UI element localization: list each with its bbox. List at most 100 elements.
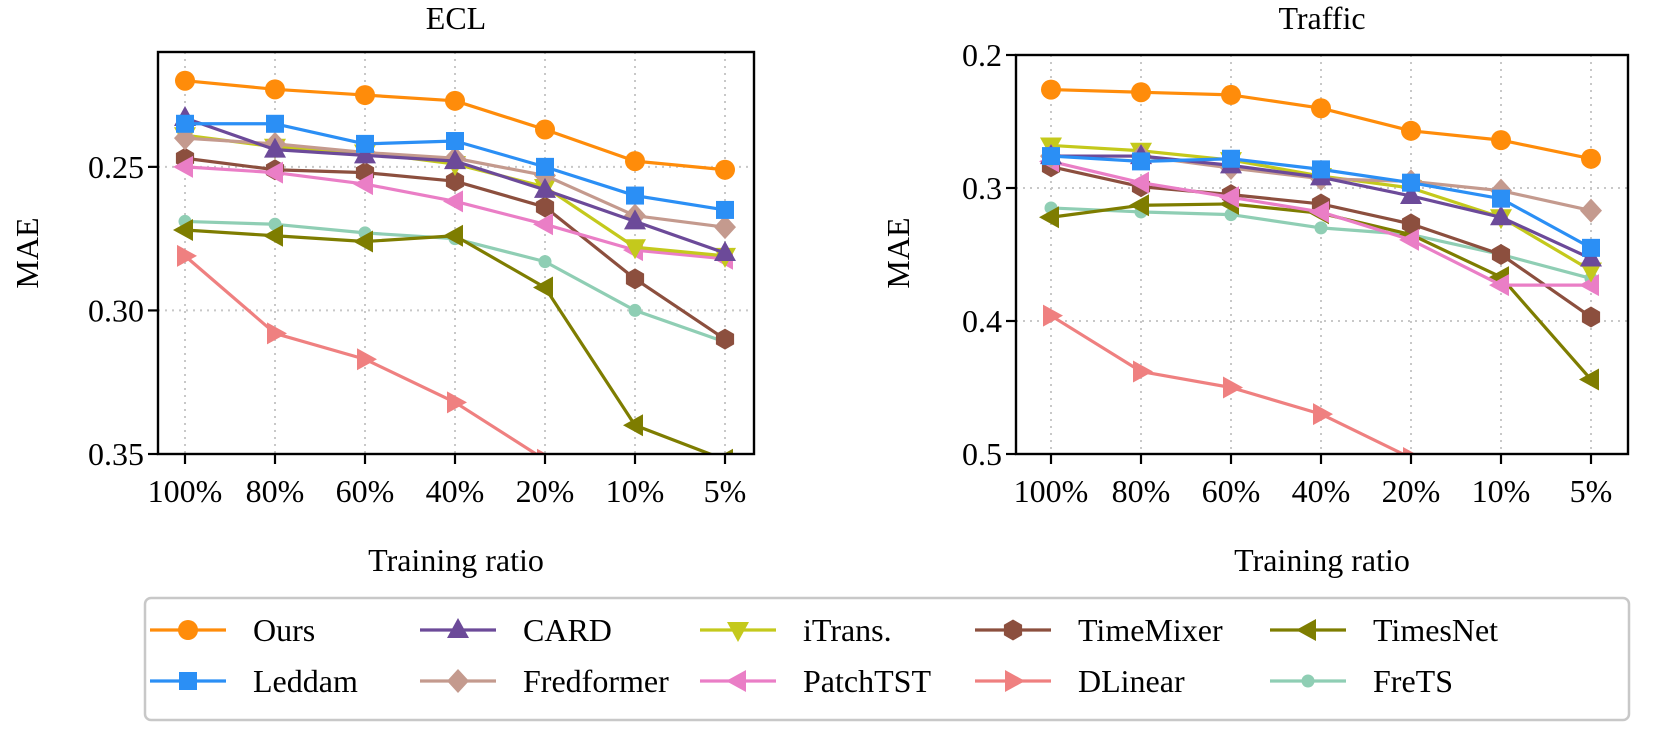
data-point (173, 155, 193, 178)
legend-label: FreTS (1373, 663, 1453, 699)
data-point (445, 90, 465, 111)
legend-label: PatchTST (803, 663, 931, 699)
legend-item-fredformer: Fredformer (420, 663, 669, 699)
legend-item-patchtst: PatchTST (700, 663, 931, 699)
legend-item-dlinear: DLinear (975, 663, 1185, 699)
data-point (357, 348, 377, 371)
data-point (1492, 189, 1510, 208)
legend-label: Leddam (253, 663, 358, 699)
data-point (177, 244, 197, 267)
data-point (1579, 274, 1599, 297)
legend-label: Ours (253, 612, 315, 648)
data-point (353, 230, 373, 253)
data-point (443, 224, 463, 247)
axis-ticks: 100% 80% 60% 40% 20% 10% 5% 0.2 0.3 0.4 0.5 (962, 37, 1612, 509)
data-point (174, 126, 196, 151)
data-point (714, 215, 736, 240)
data-point (1313, 403, 1333, 426)
data-point (263, 224, 283, 247)
y-tick-label: 0.4 (962, 303, 1002, 339)
data-point (624, 239, 646, 260)
data-point (356, 134, 374, 153)
data-point (266, 114, 284, 133)
legend-marker (1005, 670, 1025, 692)
series-ours (1041, 79, 1601, 169)
data-point (354, 143, 376, 164)
legend-item-timesnet: TimesNet (1270, 612, 1498, 648)
x-tick-label: 20% (1382, 473, 1441, 509)
y-tick-label: 0.35 (88, 436, 144, 472)
data-point (1043, 304, 1063, 327)
legend-item-timemixer: TimeMixer (975, 612, 1223, 648)
data-point (623, 414, 643, 437)
legend-label: CARD (523, 612, 612, 648)
data-point (626, 186, 644, 205)
x-tick-label: 10% (1472, 473, 1531, 509)
chart-panel-ecl: ECL 100% 80% 60% 40% 20% 10% 5% 0.25 0.30 0.35 Tr… (9, 0, 756, 578)
data-point (535, 119, 555, 140)
data-point (1129, 194, 1149, 217)
y-tick-label: 0.30 (88, 292, 144, 328)
data-point (537, 448, 547, 454)
data-point (265, 79, 285, 100)
legend-label: DLinear (1078, 663, 1185, 699)
data-point (175, 70, 195, 91)
x-tick-label: 100% (148, 473, 223, 509)
legend-item-itrans: iTrans. (700, 612, 892, 648)
series-line (184, 228, 715, 454)
x-axis-label: Training ratio (1234, 542, 1410, 578)
series-line (1050, 314, 1407, 454)
legend: Ours Leddam CARD Fredformer iTrans. PatchTST T… (143, 596, 1631, 722)
axis-ticks: 100% 80% 60% 40% 20% 10% 5% 0.25 0.30 0.35 (88, 149, 746, 509)
x-tick-label: 10% (606, 473, 665, 509)
data-point (353, 173, 373, 196)
data-point (1491, 244, 1511, 265)
series-dlinear (1043, 304, 1416, 454)
data-point (1223, 376, 1243, 399)
series-lines (1039, 79, 1602, 454)
data-point (1131, 82, 1151, 103)
data-point (355, 85, 375, 106)
legend-label: iTrans. (803, 612, 892, 648)
legend-item-frets: FreTS (1270, 663, 1453, 699)
data-point (1222, 149, 1240, 168)
series-timesnet (173, 219, 733, 454)
legend-label: TimeMixer (1078, 612, 1223, 648)
data-point (624, 209, 646, 230)
data-point (536, 157, 554, 176)
chart-panel-traffic: Traffic 100% 80% 60% 40% 20% 10% 5% 0.2 0.3 0.4 0.… (880, 0, 1630, 578)
data-point (444, 149, 466, 170)
data-point (723, 448, 733, 454)
data-point (445, 170, 465, 192)
x-tick-label: 80% (246, 473, 305, 509)
series-leddam (1042, 147, 1600, 257)
series-dlinear (177, 244, 547, 454)
data-point (1400, 183, 1422, 204)
data-point (1489, 274, 1509, 297)
data-point (715, 328, 735, 350)
data-point (1312, 160, 1330, 179)
legend-marker (178, 620, 198, 640)
series-leddam (176, 114, 734, 219)
data-point (533, 276, 553, 299)
series-ours (175, 70, 735, 180)
x-tick-label: 60% (336, 473, 395, 509)
x-tick-label: 100% (1014, 473, 1089, 509)
data-point (628, 303, 642, 317)
legend-marker (1301, 674, 1315, 688)
data-point (1039, 206, 1059, 229)
legend-item-ours: Ours (150, 612, 315, 648)
data-point (1309, 200, 1329, 223)
legend-marker (447, 618, 469, 638)
legend-marker (179, 672, 197, 690)
legend-frame (143, 596, 1631, 722)
data-point (715, 159, 735, 180)
y-tick-label: 0.5 (962, 436, 1002, 472)
data-point (1132, 152, 1150, 171)
data-point (1581, 306, 1601, 328)
chart-title: ECL (426, 0, 486, 36)
legend-item-card: CARD (420, 612, 612, 648)
y-tick-label: 0.25 (88, 149, 144, 185)
data-point (446, 132, 464, 151)
